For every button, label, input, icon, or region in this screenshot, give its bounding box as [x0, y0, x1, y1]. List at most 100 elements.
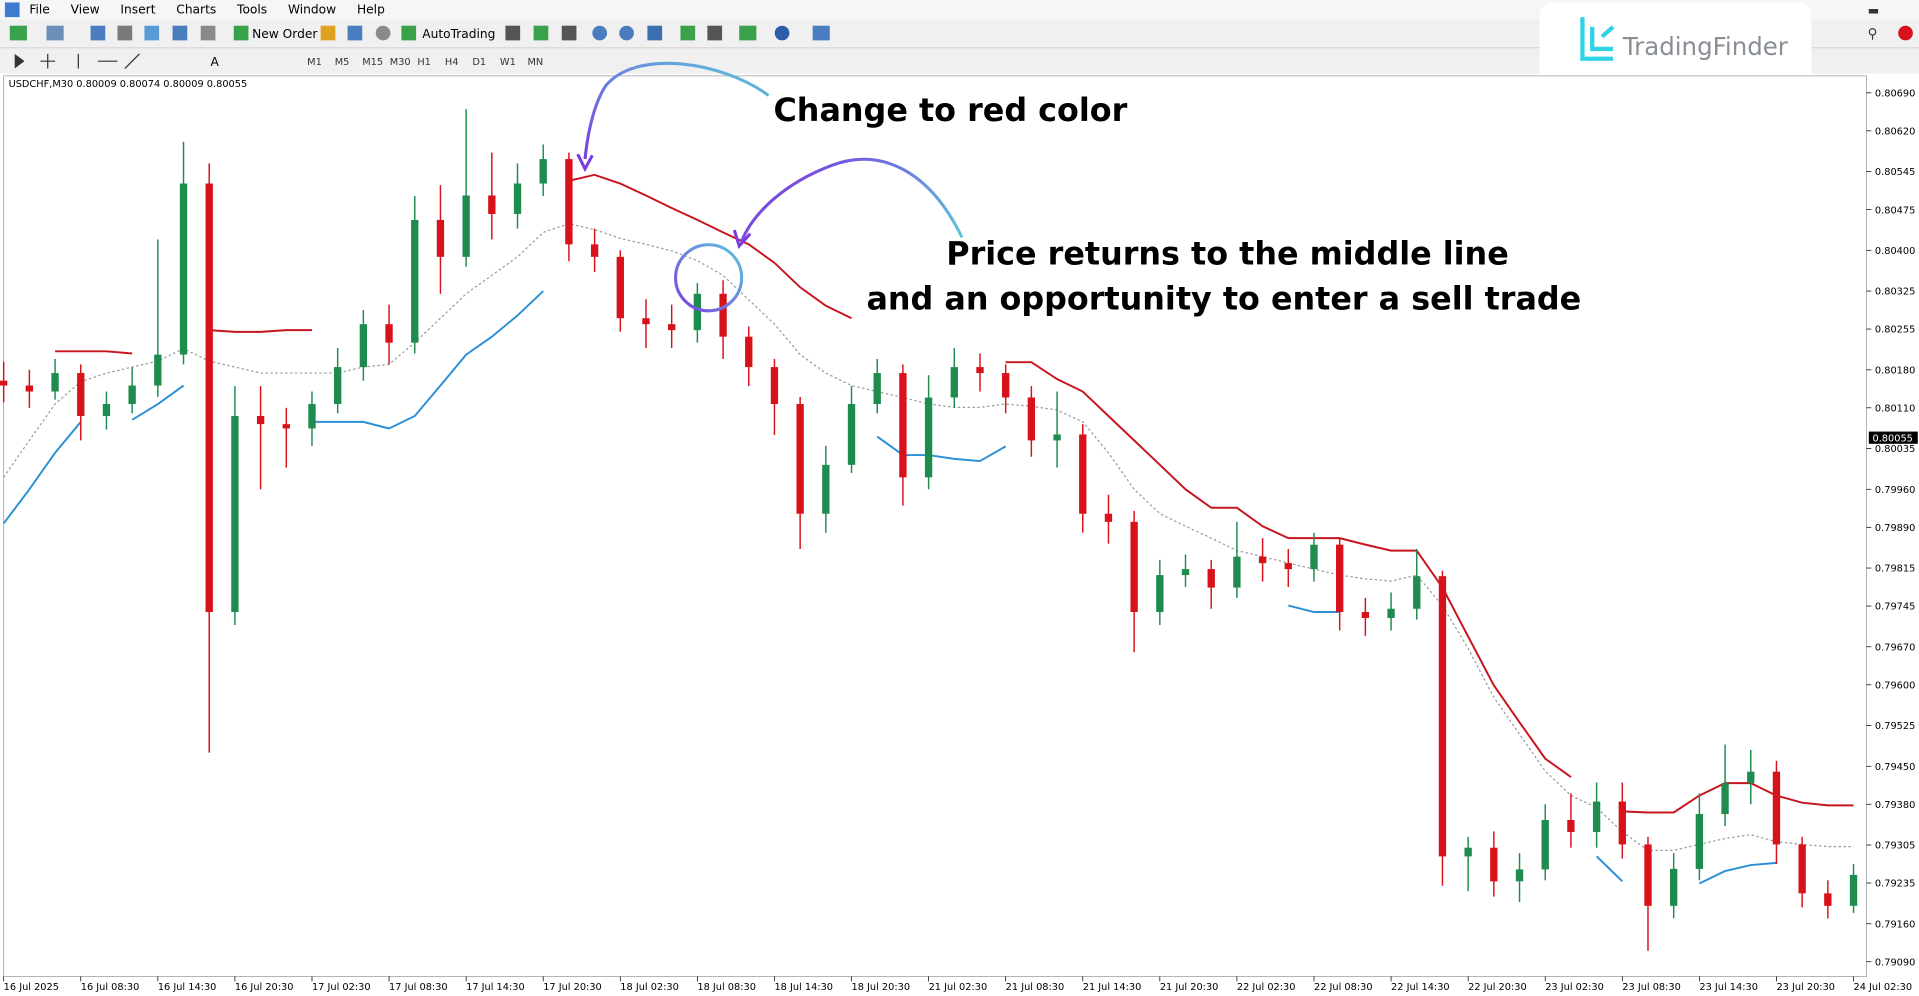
candle-body [847, 404, 856, 465]
icon[interactable] [707, 25, 723, 41]
candle-body [154, 354, 162, 386]
icon [46, 25, 64, 41]
icon[interactable] [739, 25, 757, 41]
candle-body [102, 404, 111, 416]
y-tick-label: 0.80325 [1875, 287, 1915, 298]
candle-body [1644, 844, 1652, 906]
candle-body [411, 219, 419, 343]
timeframe-button[interactable]: MN [527, 57, 543, 68]
icon[interactable] [401, 25, 417, 41]
icon[interactable] [375, 25, 391, 41]
timeframe-button[interactable]: H1 [417, 57, 431, 68]
candle-body [25, 385, 34, 392]
candle-body [282, 424, 290, 429]
band-line [2, 290, 1777, 885]
x-tick-label: 24 Jul 02:30 [1854, 982, 1913, 993]
icon[interactable] [505, 25, 521, 41]
menu-item[interactable]: Help [357, 2, 385, 16]
timeframe-button[interactable]: H4 [445, 57, 459, 68]
arrowhead [576, 153, 594, 173]
timeframe-button[interactable]: M15 [362, 57, 383, 68]
x-tick-label: 22 Jul 20:30 [1468, 982, 1527, 993]
timeframe-button[interactable]: M5 [335, 57, 350, 68]
timeframe-button[interactable]: W1 [500, 57, 516, 68]
logo-icon [1580, 17, 1615, 61]
menu-item[interactable]: Window [288, 2, 336, 16]
icon[interactable] [812, 25, 830, 41]
header-value: 0.80009 [163, 79, 203, 90]
candle-body [1284, 563, 1292, 570]
y-tick-label: 0.80255 [1875, 325, 1915, 336]
icon[interactable] [680, 25, 696, 41]
y-tick-label: 0.80180 [1875, 365, 1915, 376]
candle-body [1747, 771, 1755, 784]
candle-body [1413, 576, 1421, 609]
line-tools[interactable] [77, 53, 140, 69]
search[interactable]: ⚲ [1868, 27, 1878, 42]
app-icon [4, 2, 20, 18]
arrowhead [732, 229, 752, 249]
candle-body [1567, 820, 1575, 832]
annotation: and an opportunity to enter a sell trade [866, 280, 1581, 318]
y-tick-label: 0.79235 [1875, 879, 1915, 890]
candle-body [1387, 608, 1395, 618]
candle-body [745, 336, 753, 368]
candle-body [1207, 569, 1215, 588]
candle-body [1310, 544, 1318, 570]
icon [117, 25, 133, 41]
candle-body [1721, 783, 1729, 815]
menu-item[interactable]: File [29, 2, 49, 16]
candle-body [1618, 801, 1626, 845]
band-line [55, 173, 1854, 814]
icon[interactable] [347, 25, 363, 41]
notifications[interactable] [1898, 25, 1913, 41]
icon [172, 25, 188, 41]
autotrading-button[interactable]: AutoTrading [422, 27, 495, 41]
menu-item[interactable]: Tools [236, 2, 267, 16]
text-tool[interactable]: A [211, 55, 220, 69]
candle-body [0, 380, 8, 386]
candle-body [950, 367, 958, 398]
icon [144, 25, 160, 41]
crosshair-tool[interactable] [40, 53, 56, 69]
menu-item[interactable]: Insert [120, 2, 155, 16]
x-tick-label: 21 Jul 20:30 [1160, 982, 1219, 993]
timeframes: M1 M5 M15 M30 H1 H4 D1 W1 MN [307, 57, 543, 68]
minimize[interactable]: ▬ [1868, 4, 1880, 18]
icon[interactable] [320, 25, 336, 41]
candle-body [1824, 893, 1832, 906]
x-tick-label: 22 Jul 02:30 [1237, 982, 1296, 993]
candle-body [436, 219, 445, 257]
candle-body [668, 324, 676, 331]
candle-body [308, 404, 316, 429]
candle-body [1772, 771, 1781, 845]
x-tick-label: 23 Jul 02:30 [1545, 982, 1604, 993]
icon [9, 25, 27, 41]
y-tick-label: 0.80035 [1875, 444, 1915, 455]
icon[interactable] [533, 25, 549, 41]
y-tick-label: 0.79815 [1875, 564, 1915, 575]
menu-item[interactable]: Charts [176, 2, 216, 16]
candle-body [1336, 544, 1344, 613]
timeframe-button[interactable]: D1 [472, 57, 486, 68]
candle-body [822, 464, 830, 514]
icon[interactable] [233, 25, 249, 41]
candle-body [1695, 814, 1704, 869]
timeframe-button[interactable]: M30 [390, 57, 411, 68]
header-value: 0.80074 [120, 79, 160, 90]
candle-body [642, 318, 650, 325]
menu-item[interactable]: View [71, 2, 100, 16]
icon[interactable] [647, 25, 663, 41]
candle-body [770, 367, 779, 405]
cursor-tool[interactable] [14, 53, 25, 69]
toolbar-icons: A [9, 25, 830, 69]
plot: 0.80690 0.80620 0.80545 0.80475 0.80400 0.803… [0, 89, 1918, 993]
icon[interactable] [619, 25, 634, 41]
new-order-button[interactable]: New Order [252, 27, 318, 41]
icon[interactable] [592, 25, 608, 41]
timeframe-button[interactable]: M1 [307, 57, 322, 68]
icon[interactable] [561, 25, 577, 41]
icon[interactable] [774, 25, 790, 41]
y-tick-label: 0.80400 [1875, 246, 1915, 257]
candle-body [1849, 874, 1858, 906]
